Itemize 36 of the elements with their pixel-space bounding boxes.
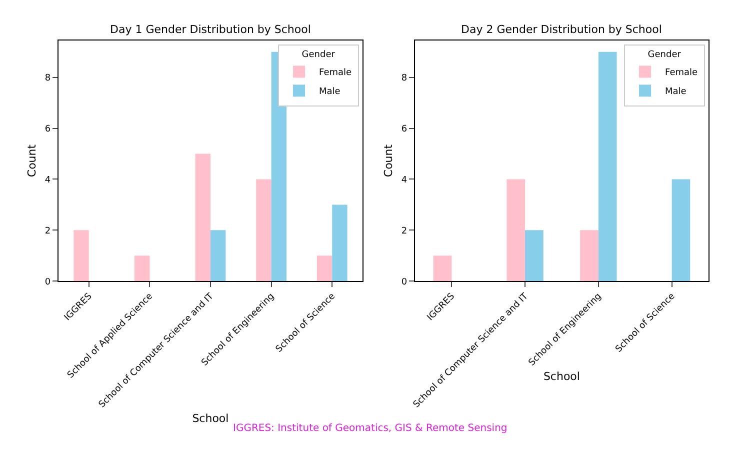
y-tick-label: 4 <box>44 175 51 186</box>
bar <box>433 256 452 282</box>
y-axis-title: Count <box>26 144 39 178</box>
bar <box>134 256 150 282</box>
bar <box>256 179 272 282</box>
y-tick-label: 8 <box>401 73 408 84</box>
text: IGGRES: Institute of Geomatics, GIS & Remote Sensing <box>233 423 508 434</box>
bar <box>74 230 89 282</box>
y-tick-label: 2 <box>44 226 51 236</box>
y-tick-label: 8 <box>44 73 51 84</box>
bar <box>672 179 690 282</box>
x-axis-title: School <box>192 412 229 426</box>
bar <box>580 230 598 282</box>
chart-title: Day 1 Gender Distribution by School <box>110 23 311 36</box>
bar <box>525 230 544 282</box>
chart-title: Day 2 Gender Distribution by School <box>461 23 662 36</box>
bar <box>210 230 226 282</box>
y-tick-label: 2 <box>401 226 408 236</box>
y-tick-label: 0 <box>401 277 408 288</box>
bar <box>195 154 210 282</box>
bar <box>316 256 332 282</box>
legend-title: Gender <box>302 50 336 60</box>
legend-label: Female <box>319 68 352 78</box>
bar <box>332 204 348 282</box>
legend-label: Male <box>319 87 341 98</box>
y-axis-title: Count <box>382 144 396 178</box>
y-tick-label: 4 <box>401 175 408 186</box>
y-tick-label: 0 <box>44 277 51 288</box>
legend-title: Gender <box>648 50 682 60</box>
y-tick-label: 6 <box>44 124 51 134</box>
bar <box>506 179 526 282</box>
legend-label: Male <box>665 87 687 98</box>
legend-label: Female <box>665 68 698 78</box>
bar <box>598 52 617 282</box>
y-tick-label: 6 <box>401 124 408 134</box>
x-axis-title: School <box>543 370 580 384</box>
